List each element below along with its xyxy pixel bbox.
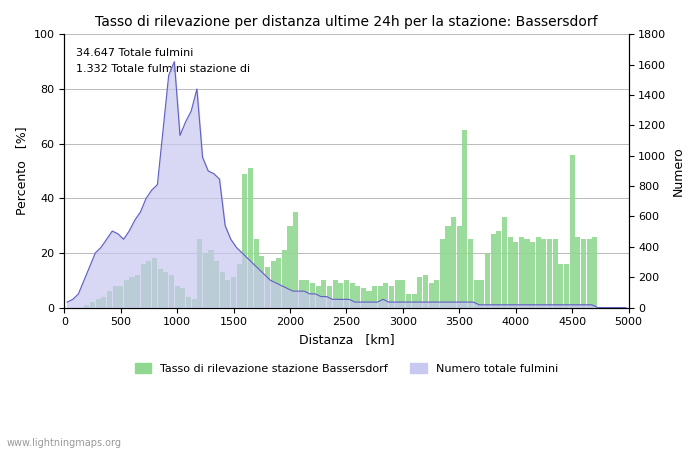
Bar xyxy=(192,299,197,307)
Bar xyxy=(259,256,265,307)
Bar xyxy=(265,266,270,307)
Bar xyxy=(327,286,332,307)
Bar xyxy=(96,299,101,307)
Bar xyxy=(321,280,326,307)
Bar xyxy=(468,239,473,307)
Bar xyxy=(519,237,524,307)
Bar xyxy=(502,217,507,307)
Bar xyxy=(90,302,95,307)
Bar xyxy=(412,294,416,307)
Bar xyxy=(310,283,315,307)
Bar xyxy=(564,264,569,307)
Bar xyxy=(367,291,372,307)
Bar xyxy=(360,288,366,307)
Bar xyxy=(530,242,536,307)
Bar xyxy=(491,234,496,307)
Bar xyxy=(581,239,586,307)
Bar xyxy=(451,217,456,307)
Bar xyxy=(547,239,552,307)
Bar xyxy=(513,242,518,307)
Y-axis label: Numero: Numero xyxy=(672,146,685,196)
Bar xyxy=(130,278,134,307)
Bar xyxy=(587,239,592,307)
Bar xyxy=(474,280,479,307)
Bar xyxy=(242,174,247,307)
Bar xyxy=(113,286,118,307)
Bar xyxy=(248,168,253,307)
Text: 1.332 Totale fulmini stazione di: 1.332 Totale fulmini stazione di xyxy=(76,64,250,74)
Bar xyxy=(180,288,186,307)
Bar xyxy=(463,130,468,307)
Bar xyxy=(389,286,394,307)
Bar xyxy=(253,239,259,307)
Y-axis label: Percento   [%]: Percento [%] xyxy=(15,126,28,215)
Bar xyxy=(141,264,146,307)
Bar xyxy=(372,286,377,307)
Bar xyxy=(124,280,129,307)
Bar xyxy=(299,280,304,307)
Bar xyxy=(384,283,388,307)
Bar xyxy=(231,278,236,307)
Bar xyxy=(316,286,321,307)
Bar xyxy=(428,283,433,307)
Bar xyxy=(203,253,208,307)
Bar xyxy=(214,261,219,307)
Bar xyxy=(406,294,411,307)
Bar xyxy=(135,275,140,307)
Bar xyxy=(378,286,383,307)
Text: www.lightningmaps.org: www.lightningmaps.org xyxy=(7,437,122,447)
Title: Tasso di rilevazione per distanza ultime 24h per la stazione: Bassersdorf: Tasso di rilevazione per distanza ultime… xyxy=(95,15,598,29)
Bar xyxy=(400,280,405,307)
Bar xyxy=(293,212,298,307)
Bar xyxy=(304,280,309,307)
Bar xyxy=(338,283,343,307)
Bar xyxy=(395,280,400,307)
Bar xyxy=(288,225,293,307)
Bar xyxy=(282,250,287,307)
Bar xyxy=(158,269,163,307)
Bar xyxy=(152,258,157,307)
Bar xyxy=(118,286,123,307)
Bar xyxy=(457,225,462,307)
Bar xyxy=(536,237,541,307)
Bar xyxy=(209,250,214,307)
Bar xyxy=(332,280,337,307)
Bar xyxy=(225,280,230,307)
Bar xyxy=(84,305,90,307)
Bar xyxy=(107,291,112,307)
Bar xyxy=(570,154,575,307)
Bar xyxy=(237,264,242,307)
Bar xyxy=(592,237,597,307)
Bar xyxy=(496,231,501,307)
Bar xyxy=(270,261,276,307)
Bar xyxy=(355,286,360,307)
Bar xyxy=(174,286,180,307)
Bar xyxy=(508,237,512,307)
Bar xyxy=(276,258,281,307)
Bar xyxy=(349,283,355,307)
Bar xyxy=(146,261,151,307)
Bar xyxy=(575,237,580,307)
Bar xyxy=(434,280,440,307)
Bar xyxy=(485,253,490,307)
Bar xyxy=(559,264,564,307)
Text: 34.647 Totale fulmini: 34.647 Totale fulmini xyxy=(76,48,193,58)
Bar xyxy=(480,280,484,307)
Bar xyxy=(163,272,169,307)
Bar xyxy=(169,275,174,307)
Bar xyxy=(524,239,530,307)
Bar xyxy=(186,297,191,307)
Legend: Tasso di rilevazione stazione Bassersdorf, Numero totale fulmini: Tasso di rilevazione stazione Bassersdor… xyxy=(130,359,563,378)
Bar xyxy=(445,225,451,307)
Bar xyxy=(344,280,349,307)
Bar xyxy=(423,275,428,307)
Bar xyxy=(553,239,558,307)
Bar xyxy=(541,239,547,307)
Bar xyxy=(220,272,225,307)
Bar xyxy=(440,239,445,307)
X-axis label: Distanza   [km]: Distanza [km] xyxy=(299,333,394,346)
Bar xyxy=(197,239,202,307)
Bar xyxy=(417,278,422,307)
Bar xyxy=(102,297,106,307)
